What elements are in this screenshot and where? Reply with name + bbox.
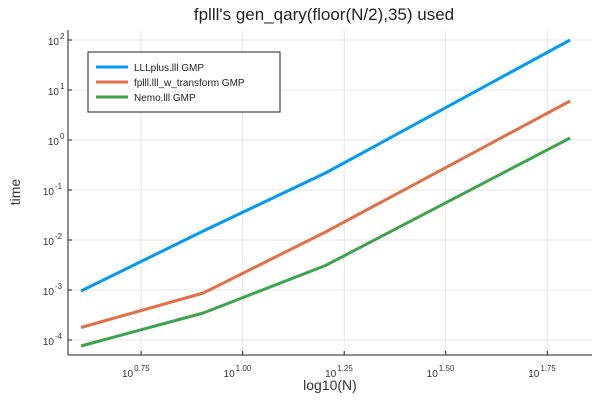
x-tick-label: 101.50 [427, 364, 455, 380]
x-tick-exponent: 1.00 [236, 364, 252, 373]
x-tick-exponent: 1.25 [337, 364, 353, 373]
y-tick-exponent: 1 [60, 82, 65, 91]
x-tick-exponent: 0.75 [134, 364, 150, 373]
y-tick-exponent: 0 [60, 132, 65, 141]
y-tick-base: 10 [43, 237, 55, 248]
y-tick-label: 102 [48, 32, 65, 48]
y-tick-label: 10-4 [43, 332, 63, 348]
y-tick-exponent: -1 [55, 182, 63, 191]
y-tick-base: 10 [48, 87, 60, 98]
x-tick-label: 101.75 [528, 364, 556, 380]
grid [68, 30, 592, 355]
y-tick-exponent: -4 [55, 332, 63, 341]
series-line-1 [80, 38, 571, 293]
x-tick-label: 101.00 [224, 364, 252, 380]
y-tick-exponent: -2 [55, 232, 63, 241]
y-tick-label: 10-2 [43, 232, 63, 248]
y-axis-label: time [7, 179, 23, 206]
legend-label: LLLplus.lll GMP [134, 63, 204, 74]
series-line-3 [80, 136, 571, 348]
x-tick-label: 101.25 [325, 364, 353, 380]
x-tick-base: 10 [122, 369, 134, 380]
series-lines [80, 38, 571, 348]
y-tick-base: 10 [43, 187, 55, 198]
y-tick-exponent: 2 [60, 32, 65, 41]
y-tick-base: 10 [43, 337, 55, 348]
y-tick-base: 10 [43, 287, 55, 298]
x-tick-base: 10 [224, 369, 236, 380]
x-axis-label: log10(N) [303, 377, 357, 393]
chart-title: fplll's gen_qary(floor(N/2),35) used [194, 5, 454, 24]
x-tick-base: 10 [528, 369, 540, 380]
y-tick-label: 101 [48, 82, 65, 98]
y-tick-label: 10-3 [43, 282, 63, 298]
y-tick-label: 10-1 [43, 182, 63, 198]
legend: LLLplus.lll GMP fplll.lll_w_transform GMP… [87, 51, 281, 113]
y-tick-exponent: -3 [55, 282, 63, 291]
series-line-2 [80, 99, 571, 329]
y-tick-base: 10 [48, 137, 60, 148]
x-tick-label: 100.75 [122, 364, 150, 380]
x-tick-exponent: 1.75 [540, 364, 556, 373]
x-tick-base: 10 [325, 369, 337, 380]
x-tick-exponent: 1.50 [439, 364, 455, 373]
legend-label: Nemo.lll GMP [134, 93, 196, 104]
y-tick-base: 10 [48, 37, 60, 48]
x-tick-base: 10 [427, 369, 439, 380]
y-tick-label: 100 [48, 132, 65, 148]
legend-label: fplll.lll_w_transform GMP [134, 78, 245, 89]
